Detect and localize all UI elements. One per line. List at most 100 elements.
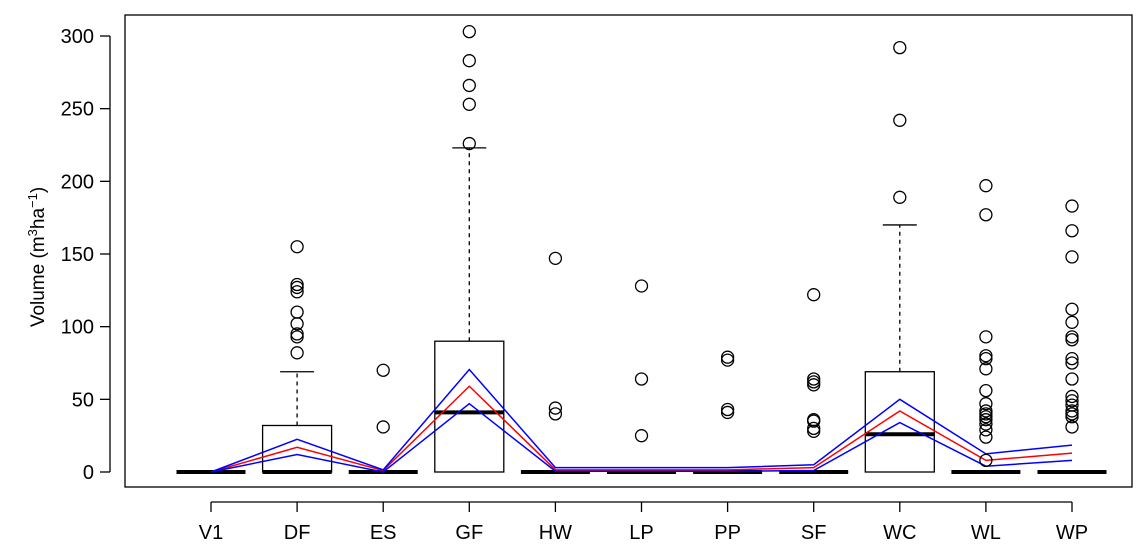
outlier-point	[290, 305, 304, 319]
outlier-point	[979, 349, 993, 363]
y-axis-title-mid: ha	[28, 208, 49, 230]
outlier-point	[548, 407, 563, 421]
x-tick-label: SF	[801, 522, 827, 544]
y-tick-label: 300	[61, 26, 94, 48]
outlier-point	[893, 113, 907, 127]
outlier-point	[462, 136, 476, 151]
outlier-point	[462, 78, 476, 93]
outlier-point	[1065, 389, 1079, 404]
y-tick-label: 50	[72, 389, 94, 411]
outlier-point	[807, 372, 821, 386]
outlier-point	[720, 350, 735, 364]
y-tick-label: 100	[61, 317, 94, 339]
outlier-point	[290, 277, 304, 292]
boxplots	[176, 147, 1107, 474]
outlier-point	[979, 330, 993, 344]
y-tick-label: 150	[61, 244, 94, 266]
outlier-point	[979, 383, 993, 398]
outlier-point	[1065, 333, 1079, 347]
trend-lines	[210, 368, 1073, 473]
outlier-point	[462, 24, 476, 39]
outlier-point	[290, 240, 304, 254]
y-tick-label: 200	[61, 171, 94, 193]
outlier-point	[634, 372, 649, 386]
outlier-point	[979, 362, 993, 376]
y-axis: 0 50 100 150 200 250 300	[61, 26, 111, 484]
trend-line-3	[210, 402, 1073, 473]
x-axis: V1 DF ES GF HW LP PP SF WC WL WP	[199, 501, 1088, 544]
y-tick-label: 250	[61, 99, 94, 121]
outlier-point	[1065, 356, 1079, 370]
outlier-point	[807, 375, 821, 389]
outlier-point	[979, 407, 993, 421]
outlier-point	[979, 397, 993, 411]
outlier-point	[1065, 302, 1079, 316]
outlier-point	[720, 353, 735, 367]
outlier-point	[462, 54, 476, 68]
outlier-point	[634, 429, 649, 443]
outlier-point	[290, 330, 304, 344]
outlier-point	[979, 208, 993, 222]
y-axis-title-sup2: −1	[25, 193, 40, 208]
y-axis-title-sup1: 3	[25, 229, 40, 236]
y-axis-title: Volume (m3ha−1)	[25, 187, 50, 327]
outlier-point	[1065, 407, 1079, 421]
outlier-point	[979, 179, 993, 193]
outlier-point	[979, 410, 993, 424]
outlier-point	[807, 378, 821, 392]
x-tick-label: LP	[629, 522, 653, 544]
outlier-point	[548, 401, 563, 415]
outlier-point	[1065, 250, 1079, 264]
outlier-point	[979, 351, 993, 366]
outlier-point	[979, 430, 993, 444]
outlier-point	[634, 279, 649, 293]
x-tick-label: DF	[284, 522, 311, 544]
outlier-point	[807, 413, 821, 427]
outlier-point	[1065, 404, 1079, 418]
outlier-point	[893, 40, 907, 55]
outlier-point	[979, 453, 993, 468]
outlier-point	[1065, 199, 1079, 213]
outlier-point	[1065, 394, 1079, 408]
plot-frame	[124, 14, 1133, 488]
box-body	[434, 340, 505, 473]
outlier-point	[807, 288, 821, 302]
outlier-point	[548, 251, 563, 266]
outlier-points	[290, 24, 1079, 468]
x-tick-label: ES	[370, 522, 397, 544]
outlier-point	[462, 97, 476, 111]
trend-line-2	[210, 368, 1073, 473]
x-tick-label: PP	[714, 522, 741, 544]
outlier-point	[290, 327, 304, 341]
outlier-point	[290, 280, 304, 295]
outlier-point	[1065, 224, 1079, 238]
box-df	[261, 371, 333, 474]
outlier-point	[290, 285, 304, 299]
outlier-point	[979, 413, 993, 427]
outlier-point	[1065, 315, 1079, 329]
outlier-point	[1065, 398, 1079, 412]
x-tick-label: GF	[455, 522, 483, 544]
outlier-point	[290, 346, 304, 360]
x-tick-label: WC	[883, 522, 916, 544]
x-tick-label: WP	[1056, 522, 1088, 544]
outlier-point	[893, 190, 907, 204]
outlier-point	[1065, 351, 1079, 366]
outlier-point	[720, 402, 735, 417]
x-tick-label: HW	[539, 522, 572, 544]
box-gf	[434, 147, 505, 473]
y-axis-title-end: )	[28, 187, 49, 193]
x-tick-label: WL	[971, 522, 1001, 544]
outlier-point	[979, 423, 993, 437]
y-axis-title-main: Volume (m	[28, 236, 49, 327]
trend-line-1	[210, 385, 1073, 473]
outlier-point	[1065, 420, 1079, 434]
outlier-point	[979, 404, 993, 418]
outlier-point	[1065, 330, 1079, 344]
outlier-point	[376, 420, 390, 434]
outlier-point	[720, 405, 735, 420]
outlier-point	[979, 417, 993, 431]
x-tick-label: V1	[199, 522, 223, 544]
y-tick-label: 0	[83, 462, 94, 484]
